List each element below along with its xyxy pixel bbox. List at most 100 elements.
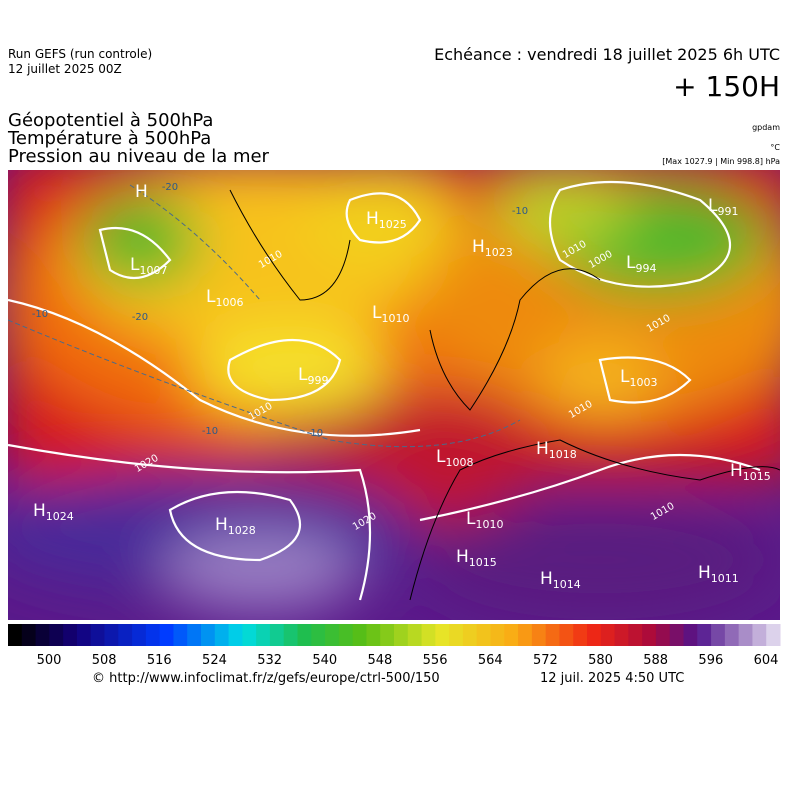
colorbar-tick-label: 524 (202, 653, 227, 668)
center-kind: L (436, 447, 446, 467)
colorbar-tick-label: 572 (533, 653, 558, 668)
temperature-label: -20 (162, 182, 178, 193)
pressure-center: H1015 (456, 547, 497, 569)
colorbar-tick-label: 556 (423, 653, 448, 668)
colorbar-swatch (421, 624, 436, 646)
colorbar-swatch (63, 624, 78, 646)
center-value: 1006 (215, 296, 243, 309)
center-kind: H (730, 461, 743, 481)
colorbar-swatch (201, 624, 216, 646)
colorbar-swatch (531, 624, 547, 646)
center-kind: L (626, 253, 636, 273)
pressure-center: H1028 (215, 515, 256, 537)
center-kind: H (540, 569, 553, 589)
center-kind: H (536, 439, 549, 459)
temperature-label: -10 (202, 426, 218, 437)
center-kind: H (472, 237, 485, 257)
pressure-center: L1010 (466, 509, 503, 531)
pressure-center: L1008 (436, 447, 473, 469)
colorbar-tick-label: 508 (92, 653, 117, 668)
unit-label: °C (770, 143, 780, 152)
center-kind: H (698, 563, 711, 583)
colorbar-swatch (614, 624, 629, 646)
colorbar-tick-label: 532 (257, 653, 282, 668)
colorbar-swatch (435, 624, 450, 646)
colorbar-swatch (545, 624, 560, 646)
colorbar-swatch (269, 624, 285, 646)
colorbar-swatch (518, 624, 533, 646)
colorbar-swatch (504, 624, 519, 646)
colorbar-tick-label: 540 (312, 653, 337, 668)
colorbar-swatch (697, 624, 712, 646)
colorbar-swatch (766, 624, 781, 646)
center-value: 1008 (445, 456, 473, 469)
source-credit: © http://www.infoclimat.fr/z/gefs/europe… (92, 671, 440, 686)
pressure-center: L1007 (130, 255, 167, 277)
generated-time: 12 juil. 2025 4:50 UTC (540, 671, 684, 686)
run-label: Run GEFS (run controle) (8, 47, 152, 61)
colorbar-swatch (490, 624, 505, 646)
colorbar-swatch (325, 624, 340, 646)
center-value: 1023 (485, 246, 513, 259)
center-value: 1010 (381, 312, 409, 325)
colorbar-swatch (228, 624, 243, 646)
pressure-center: L1010 (372, 303, 409, 325)
colorbar-swatch (669, 624, 684, 646)
colorbar-swatch (366, 624, 381, 646)
colorbar-swatch (104, 624, 119, 646)
center-value: 1018 (549, 448, 577, 461)
lead-time: + 150H (673, 70, 780, 103)
colorbar-swatch (628, 624, 643, 646)
colorbar-swatch (642, 624, 657, 646)
pressure-center: H1018 (536, 439, 577, 461)
center-kind: H (33, 501, 46, 521)
colorbar-swatch (338, 624, 354, 646)
colorbar-swatch (132, 624, 147, 646)
colorbar-tick-label: 516 (147, 653, 172, 668)
pressure-center: H1014 (540, 569, 581, 591)
colorbar-swatch (187, 624, 202, 646)
center-kind: L (466, 509, 476, 529)
colorbar-swatch (407, 624, 423, 646)
center-kind: L (130, 255, 140, 275)
colorbar-swatch (242, 624, 257, 646)
colorbar-tick-label: 548 (368, 653, 393, 668)
pressure-center: L994 (626, 253, 656, 275)
pressure-center: L999 (298, 365, 328, 387)
temperature-label: -10 (307, 428, 323, 439)
colorbar-swatch (573, 624, 588, 646)
run-date: 12 juillet 2025 00Z (8, 62, 122, 76)
unit-label: gpdam (752, 123, 780, 132)
unit-label: [Max 1027.9 | Min 998.8] hPa (662, 157, 780, 166)
colorbar-swatch (283, 624, 298, 646)
colorbar-tick-label: 500 (37, 653, 62, 668)
center-kind: H (135, 182, 148, 202)
pressure-center: L1003 (620, 367, 657, 389)
temperature-label: -20 (132, 312, 148, 323)
colorbar-swatch (587, 624, 602, 646)
colorbar-swatch (76, 624, 92, 646)
colorbar-swatch (21, 624, 37, 646)
center-value: 1007 (139, 264, 167, 277)
echeance: Echéance : vendredi 18 juillet 2025 6h U… (434, 45, 780, 64)
colorbar-swatch (35, 624, 50, 646)
center-value: 1015 (469, 556, 497, 569)
center-value: 1003 (629, 376, 657, 389)
colorbar-swatch (752, 624, 767, 646)
colorbar-swatch (145, 624, 161, 646)
center-value: 1024 (46, 510, 74, 523)
center-kind: L (708, 196, 718, 216)
colorbar-swatch (90, 624, 105, 646)
colorbar-swatch (683, 624, 698, 646)
center-value: 1025 (379, 218, 407, 231)
colorbar-tick-label: 588 (643, 653, 668, 668)
colorbar-swatch (118, 624, 133, 646)
layer-title: Température à 500hPa (7, 128, 211, 149)
center-value: 1028 (228, 524, 256, 537)
colorbar-swatch (256, 624, 271, 646)
colorbar-swatch (173, 624, 188, 646)
colorbar-swatch (476, 624, 491, 646)
center-kind: H (366, 209, 379, 229)
center-value: 1011 (711, 572, 739, 585)
